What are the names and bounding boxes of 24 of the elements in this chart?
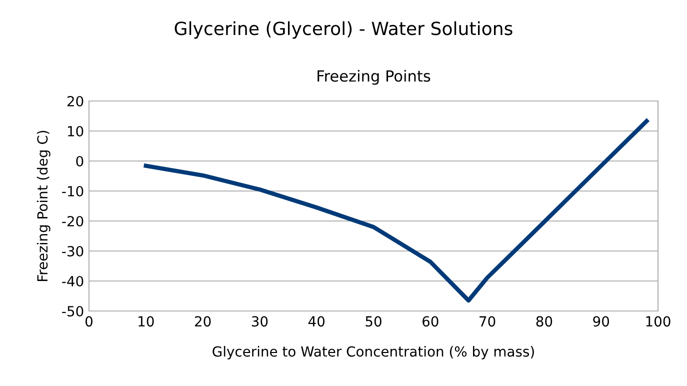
chart-title: Glycerine (Glycerol) - Water Solutions xyxy=(174,21,512,39)
x-tick-label: 100 xyxy=(646,316,670,327)
x-tick-label: 30 xyxy=(252,316,268,327)
x-tick-label: 60 xyxy=(422,316,438,327)
y-tick-label: 10 xyxy=(68,126,84,136)
chart-subtitle: Freezing Points xyxy=(318,70,430,85)
y-tick-label: 0 xyxy=(76,156,84,166)
y-tick-label: -30 xyxy=(62,246,84,256)
x-tick-label: 20 xyxy=(194,316,211,327)
x-tick-label: 40 xyxy=(308,316,325,327)
y-tick-label: -10 xyxy=(62,186,84,196)
x-tick-label: 50 xyxy=(366,316,382,327)
x-tick-label: 70 xyxy=(480,316,496,327)
x-axis-title: Glycerine to Water Concentration (% by mass) xyxy=(212,346,534,360)
x-tick-label: 0 xyxy=(85,316,92,327)
y-tick-label: -50 xyxy=(62,306,84,316)
x-tick-label: 10 xyxy=(138,316,154,327)
y-axis-title: Freezing Point (deg C) xyxy=(36,130,50,281)
x-tick-label: 80 xyxy=(536,316,552,327)
y-tick-label: -40 xyxy=(62,276,84,286)
y-tick-label: -20 xyxy=(62,216,84,226)
line-series xyxy=(144,119,649,303)
y-tick-label: 20 xyxy=(67,96,84,106)
x-tick-label: 90 xyxy=(593,316,610,327)
